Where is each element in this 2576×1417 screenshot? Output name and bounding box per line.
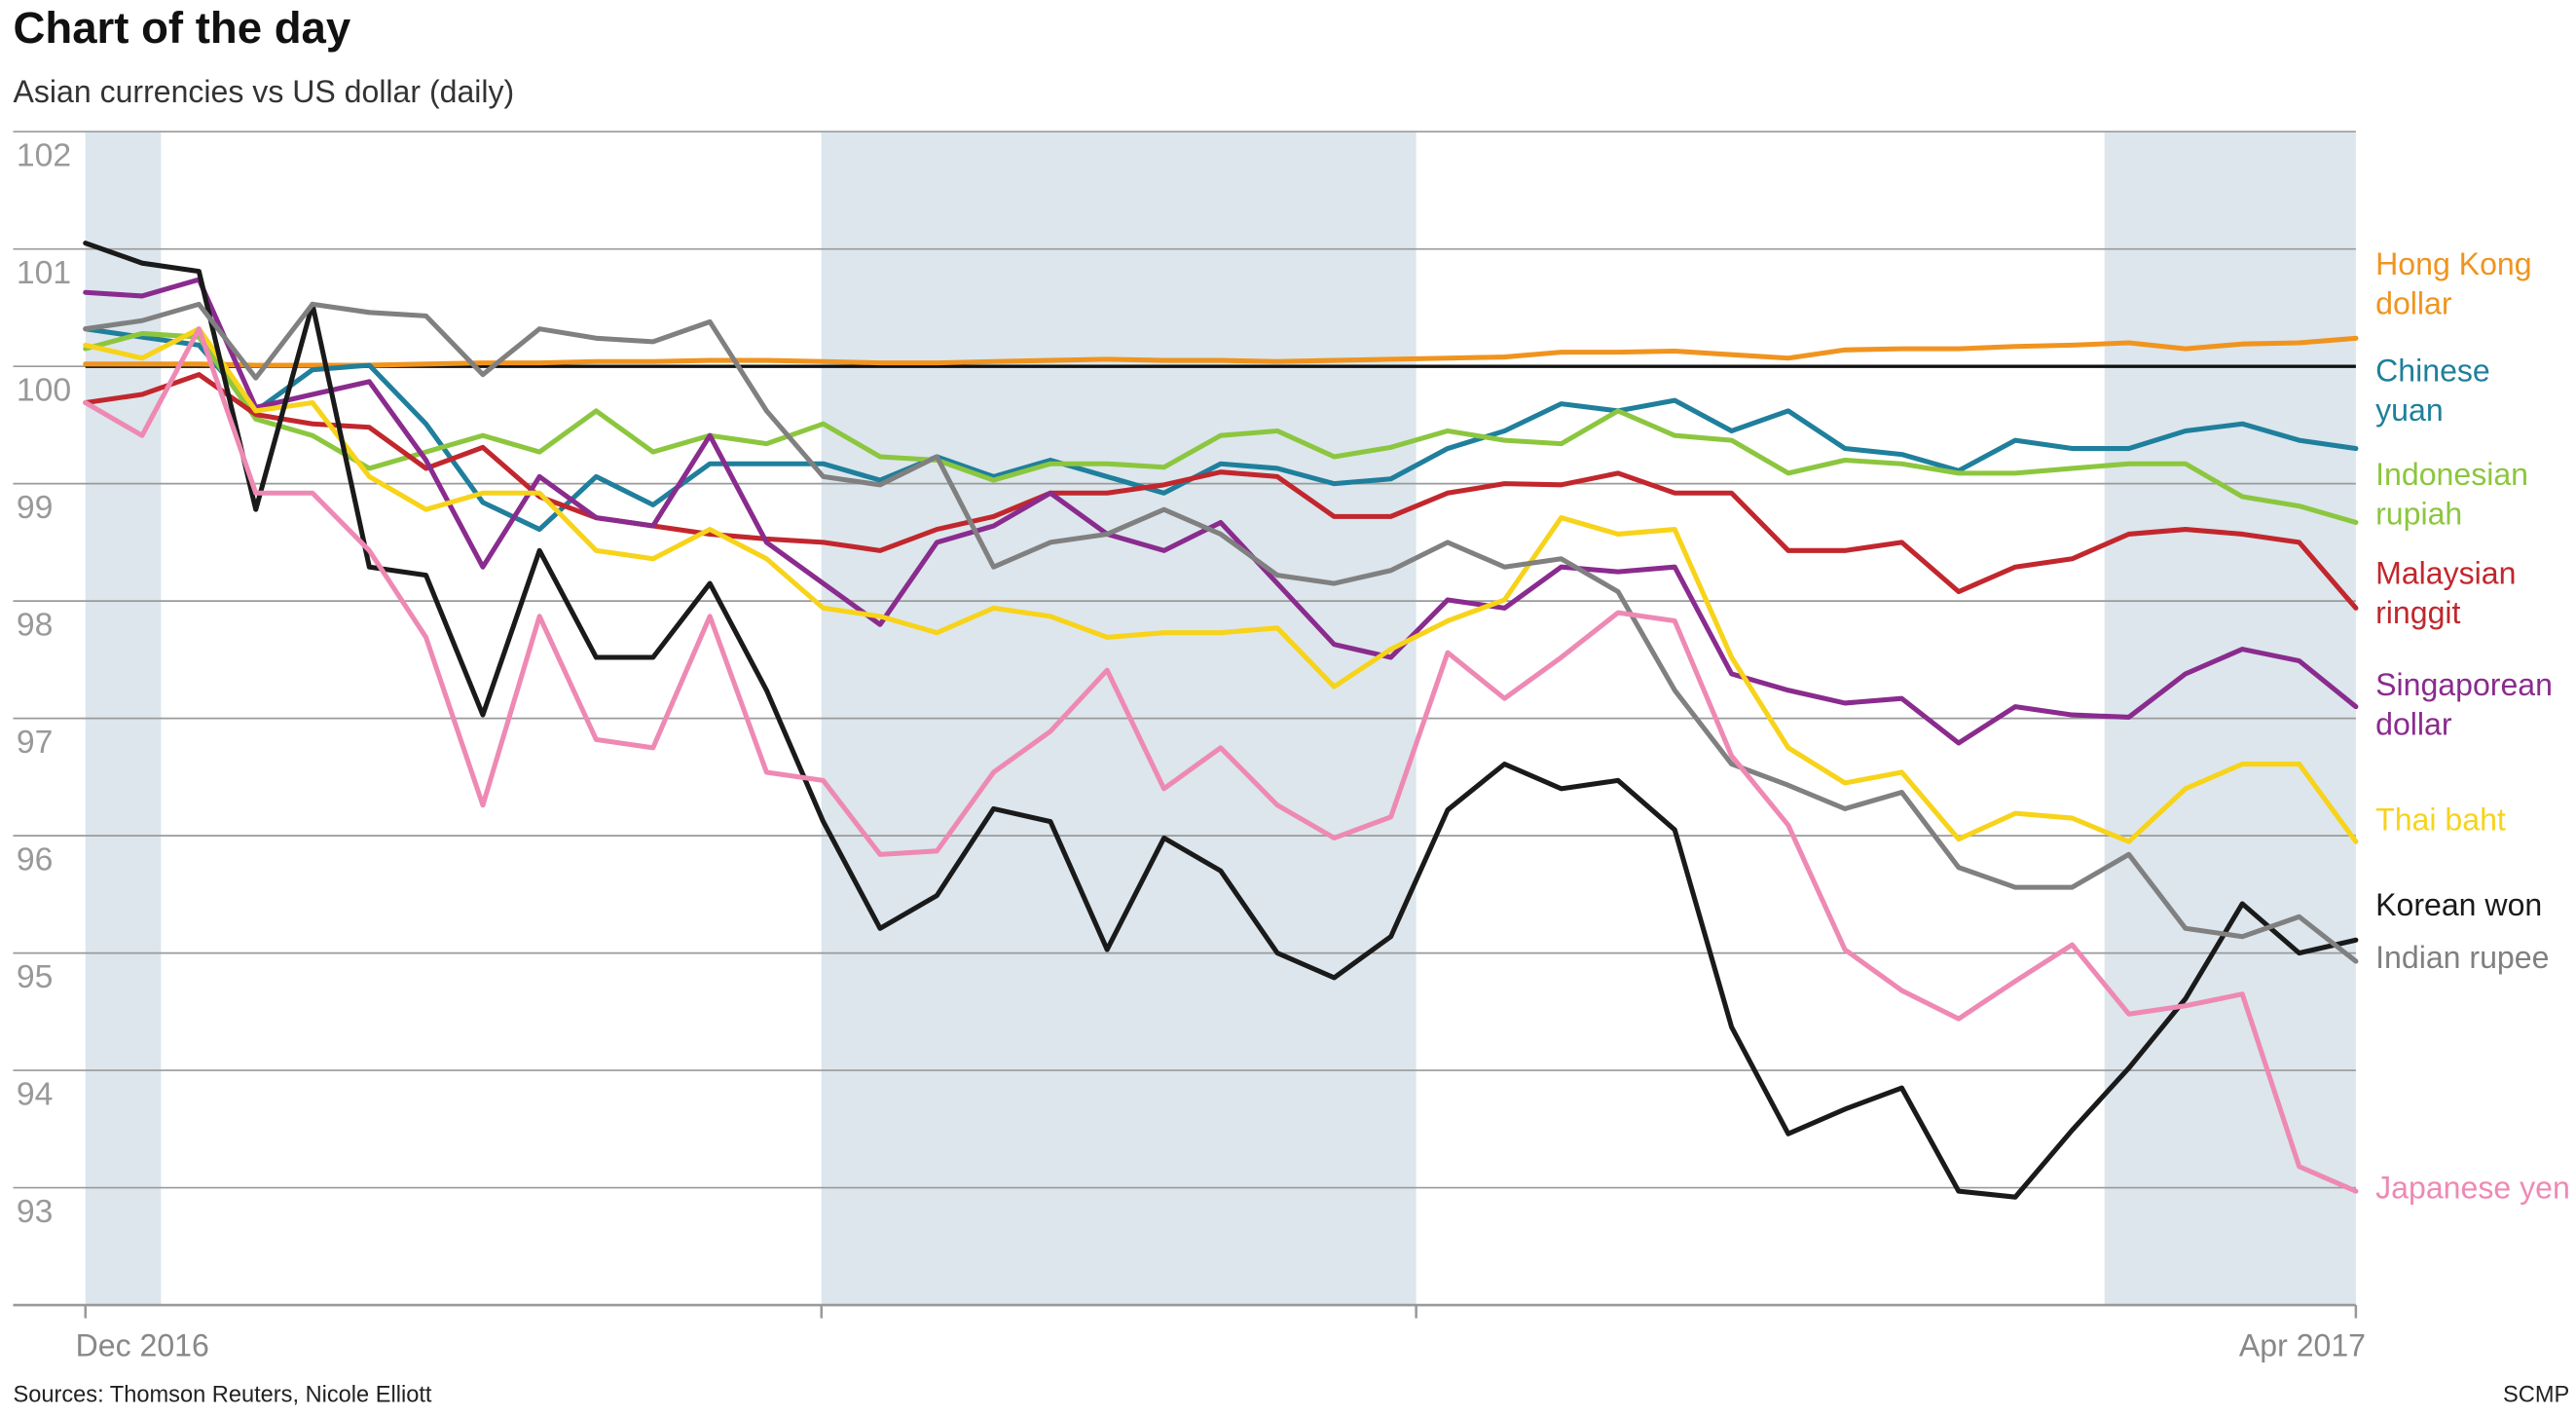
legend-label: Chinese yuan [2375,354,2490,429]
y-tick-label: 97 [17,724,54,761]
legend-label: Indonesian rupiah [2375,459,2529,533]
y-tick-label: 100 [17,372,71,409]
legend-item: Japanese yen [2375,1172,2570,1207]
legend-label: Indian rupee [2375,942,2550,977]
y-tick-label: 95 [17,958,54,995]
lines [83,241,2359,1200]
x-ticks [84,1305,2358,1319]
series-line [83,335,2359,368]
x-tick-label: Dec 2016 [76,1327,209,1362]
y-tick-label: 96 [17,841,54,878]
legend-item: Singaporean dollar [2375,669,2553,743]
y-tick-label: 93 [17,1193,54,1230]
legend-item: Indian rupee [2375,942,2550,977]
legend-label: Malaysian ringgit [2375,557,2517,632]
legend-item: Hong Kong dollar [2375,248,2532,322]
legend-item: Chinese yuan [2375,354,2490,429]
legend-label: Japanese yen [2375,1172,2570,1207]
y-tick-label: 101 [17,254,71,291]
series-line [83,241,2359,1200]
legend-item: Malaysian ringgit [2375,557,2517,632]
legend-item: Korean won [2375,889,2543,924]
series-line [83,301,2359,964]
series-line [83,326,2359,533]
legend-label: Singaporean dollar [2375,669,2553,743]
y-tick-label: 102 [17,137,71,174]
series-line [83,330,2359,526]
source-note: Sources: Thomson Reuters, Nicole Elliott [14,1383,432,1408]
credit: SCMP [2503,1383,2569,1408]
chart-title: Chart of the day [14,3,351,53]
y-tick-label: 99 [17,489,54,526]
series-line [83,326,2359,844]
legend-item: Indonesian rupiah [2375,459,2529,533]
legend-label: Korean won [2375,889,2543,924]
chart-subtitle: Asian currencies vs US dollar (daily) [14,74,515,109]
series-line [83,277,2359,746]
x-tick-label: Apr 2017 [2239,1327,2366,1362]
series-line [83,326,2359,1194]
legend-item: Thai baht [2375,803,2506,839]
legend-label: Hong Kong dollar [2375,248,2532,322]
series-line [83,372,2359,611]
y-tick-label: 94 [17,1076,54,1113]
legend-label: Thai baht [2375,803,2506,839]
y-tick-label: 98 [17,607,54,644]
